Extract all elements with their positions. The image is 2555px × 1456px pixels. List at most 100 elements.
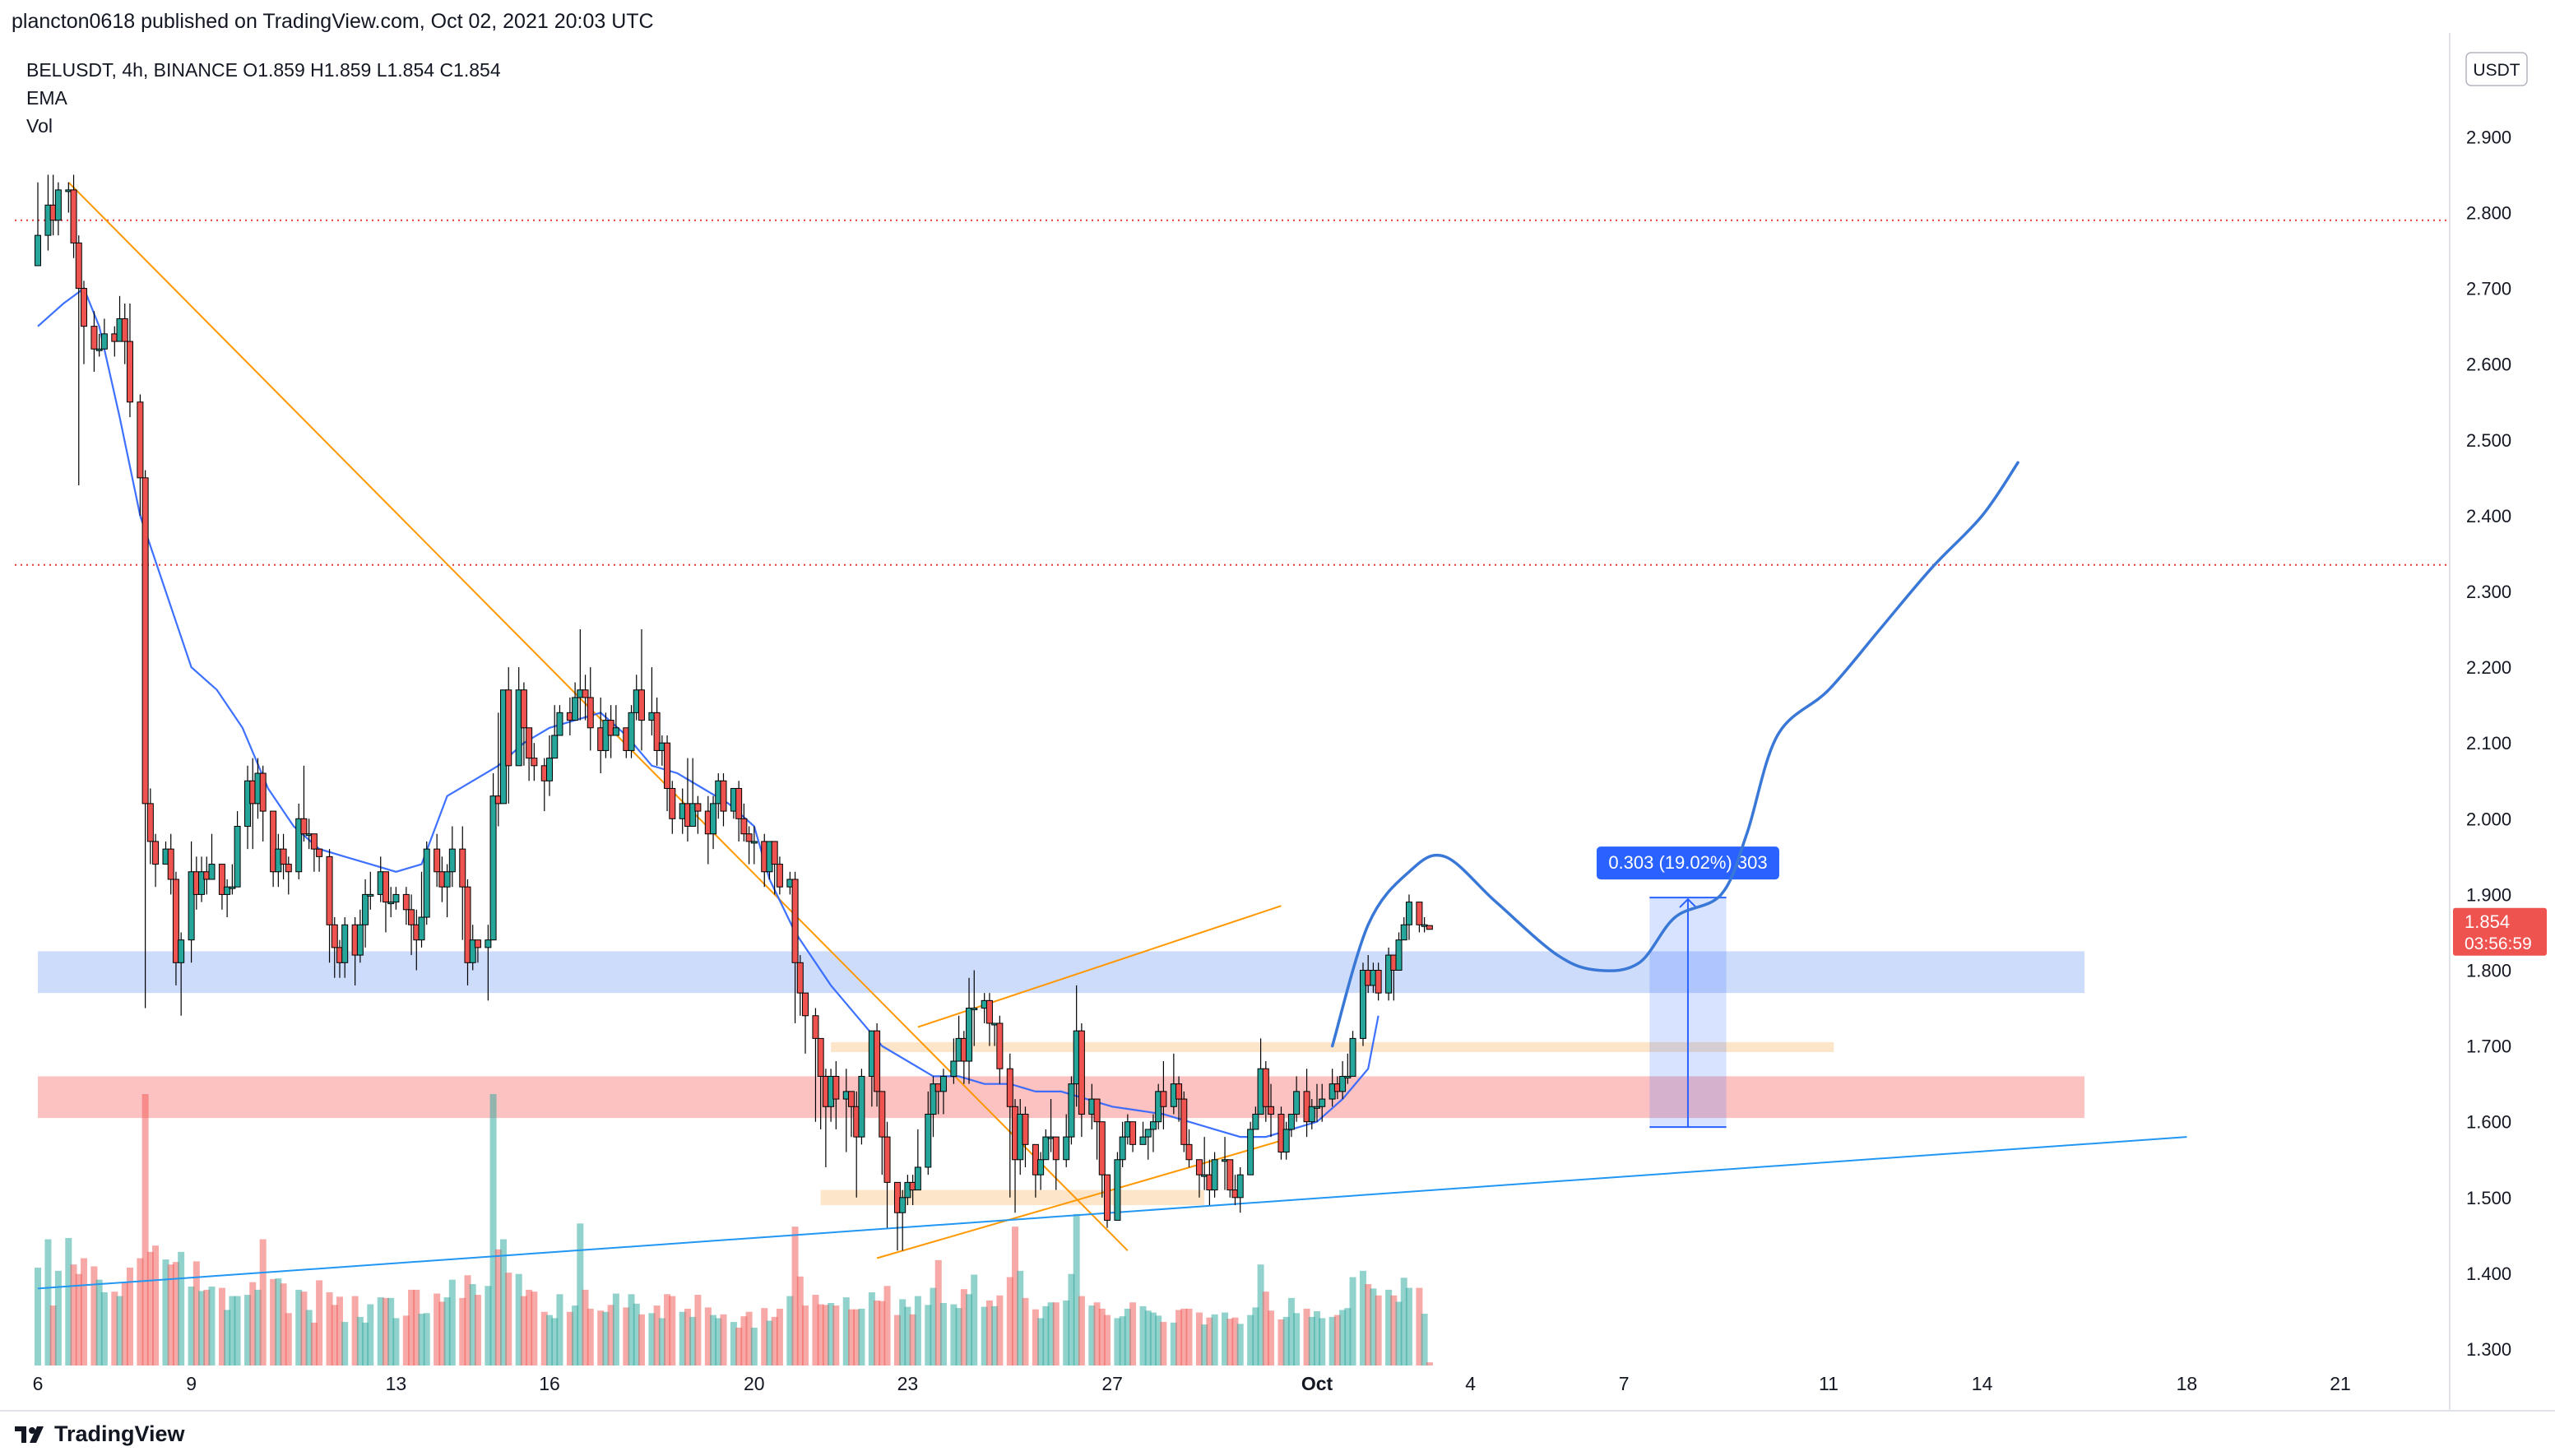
candle-body xyxy=(551,735,559,759)
volume-bar xyxy=(54,1270,62,1366)
price-tick-label: 1.300 xyxy=(2466,1339,2511,1360)
candle xyxy=(1416,902,1423,933)
candle xyxy=(551,705,559,759)
candle xyxy=(1395,932,1403,971)
candle xyxy=(121,304,128,364)
candle-body xyxy=(971,1008,978,1011)
volume-bar xyxy=(847,1309,855,1366)
volume-bar xyxy=(960,1289,967,1366)
candle xyxy=(459,826,466,940)
candle-body xyxy=(985,999,993,1024)
volume-bar xyxy=(1349,1277,1356,1366)
candle-body xyxy=(1375,970,1382,994)
time-tick-label: 14 xyxy=(1972,1373,1993,1394)
candle xyxy=(1119,1121,1126,1167)
candle xyxy=(1308,1099,1315,1129)
volume-bar xyxy=(540,1311,548,1366)
volume-bar xyxy=(489,1094,497,1366)
candle-body xyxy=(1293,1091,1301,1115)
candle xyxy=(1114,1152,1121,1221)
lines-layer xyxy=(37,181,2187,1290)
volume-bar xyxy=(459,1297,466,1366)
candle-body xyxy=(280,848,287,865)
candle-body xyxy=(966,1008,973,1062)
volume-bar xyxy=(597,1310,605,1366)
candle-body xyxy=(90,326,98,350)
volume-bar xyxy=(1268,1310,1275,1366)
volume-bar xyxy=(1206,1317,1213,1366)
volume-bar xyxy=(664,1294,671,1366)
candle-body xyxy=(75,242,82,290)
candle xyxy=(1426,925,1433,930)
candle xyxy=(310,833,318,872)
tradingview-footer[interactable]: TradingView xyxy=(15,1421,185,1447)
candle-body xyxy=(1195,1159,1203,1175)
ema-indicator-label[interactable]: EMA xyxy=(26,87,67,109)
volume-bar xyxy=(930,1287,937,1366)
volume-bar xyxy=(939,1303,947,1366)
volume-indicator-label[interactable]: Vol xyxy=(26,115,53,137)
volume-bar xyxy=(1375,1295,1382,1366)
candle xyxy=(1236,1166,1244,1213)
volume-bar xyxy=(259,1239,267,1366)
candle xyxy=(469,925,476,971)
candle-body xyxy=(1252,1113,1259,1130)
volume-bar xyxy=(572,1305,579,1366)
volume-bar xyxy=(1144,1310,1152,1366)
candle xyxy=(126,304,133,418)
candle-body xyxy=(1068,1083,1075,1138)
candle-body xyxy=(582,689,589,698)
volume-bar xyxy=(966,1294,973,1366)
candle-body xyxy=(152,841,160,865)
candle-body xyxy=(54,189,62,221)
volume-bar xyxy=(1400,1277,1407,1366)
volume-bar xyxy=(326,1291,333,1366)
volume-bar xyxy=(162,1259,169,1366)
candle-body xyxy=(587,697,594,729)
price-tick-label: 1.500 xyxy=(2466,1188,2511,1208)
candle-body xyxy=(1160,1091,1167,1107)
candle xyxy=(341,917,349,978)
price-tick-label: 2.400 xyxy=(2466,506,2511,526)
symbol-ohlc-line[interactable]: BELUSDT, 4h, BINANCE O1.859 H1.859 L1.85… xyxy=(26,59,501,81)
volume-bar xyxy=(832,1305,840,1366)
candle xyxy=(270,810,277,888)
volume-bar xyxy=(203,1289,211,1366)
candle-body xyxy=(612,727,619,736)
volume-bar xyxy=(1236,1324,1244,1366)
volume-bar xyxy=(526,1289,533,1366)
candle xyxy=(750,826,758,865)
volume-bar xyxy=(1170,1322,1177,1366)
candle-body xyxy=(669,787,676,819)
candle-body xyxy=(392,893,400,903)
volume-bar xyxy=(766,1320,773,1366)
volume-bar xyxy=(761,1308,768,1366)
volume-bar xyxy=(234,1296,241,1366)
candle xyxy=(1093,1098,1101,1160)
volume-bar xyxy=(1421,1314,1428,1366)
candle-body xyxy=(367,893,374,897)
candle xyxy=(75,235,82,486)
candle xyxy=(925,1091,932,1175)
volume-bar xyxy=(812,1295,819,1366)
volume-bar xyxy=(1073,1213,1080,1366)
candle xyxy=(35,182,41,267)
volume-bar xyxy=(1359,1270,1366,1366)
candle xyxy=(244,765,252,850)
volume-bar xyxy=(172,1262,179,1366)
volume-bar xyxy=(735,1327,743,1366)
volume-bar xyxy=(1329,1316,1336,1366)
volume-bar xyxy=(520,1296,527,1366)
volume-bar xyxy=(464,1275,471,1366)
candle xyxy=(1287,1113,1295,1138)
candle xyxy=(531,743,538,781)
volume-bar xyxy=(356,1316,364,1366)
volume-bar xyxy=(1405,1287,1412,1366)
candle-body xyxy=(771,841,778,865)
volume-bar xyxy=(1344,1308,1352,1366)
candle xyxy=(1139,1121,1147,1145)
volume-bar xyxy=(1078,1296,1085,1366)
volume-bar xyxy=(1416,1287,1423,1366)
candle xyxy=(1180,1091,1188,1152)
